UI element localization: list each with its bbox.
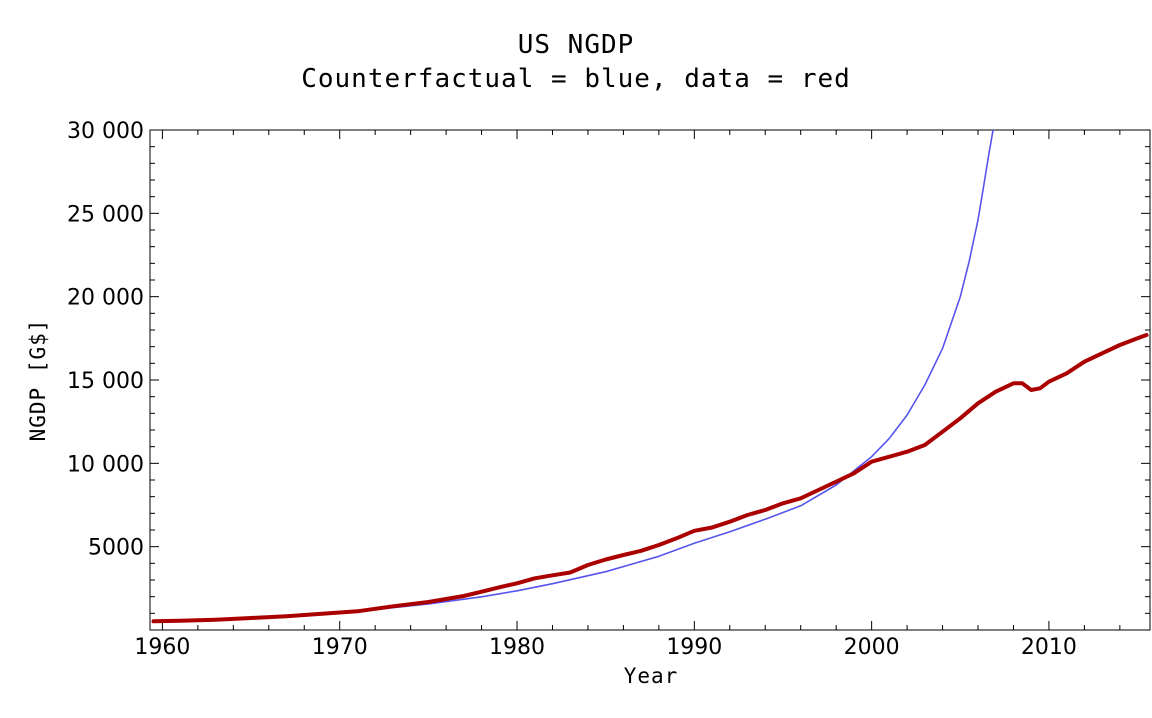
chart-subtitle: Counterfactual = blue, data = red [301,64,851,94]
y-tick-label: 30 000 [67,119,144,144]
x-tick-label: 2000 [844,635,900,660]
plot-border [149,129,1151,631]
x-tick-label: 1960 [134,635,190,660]
y-tick-label: 25 000 [67,202,144,227]
y-tick-label: 20 000 [67,286,144,311]
x-axis-title: Year [624,664,679,688]
data-series-line [151,333,1149,624]
x-tick-label: 1990 [666,635,722,660]
y-tick-label: 15 000 [67,369,144,394]
x-tick-label: 2010 [1021,635,1077,660]
x-axis-ticks: 1960 1970 1980 1990 2000 2010 [134,130,1121,660]
x-tick-label: 1980 [489,635,545,660]
y-axis-ticks: 5000 10 000 15 000 20 000 25 000 30 000 [67,119,1150,614]
plot-frame [149,129,1151,631]
y-tick-label: 10 000 [67,452,144,477]
y-tick-label: 5000 [88,536,144,561]
series-layer [151,130,1149,624]
y-axis-title: NGDP [G$] [26,319,50,442]
chart-title: US NGDP [517,30,635,60]
counterfactual-series-line [152,130,994,623]
x-tick-label: 1970 [312,635,368,660]
